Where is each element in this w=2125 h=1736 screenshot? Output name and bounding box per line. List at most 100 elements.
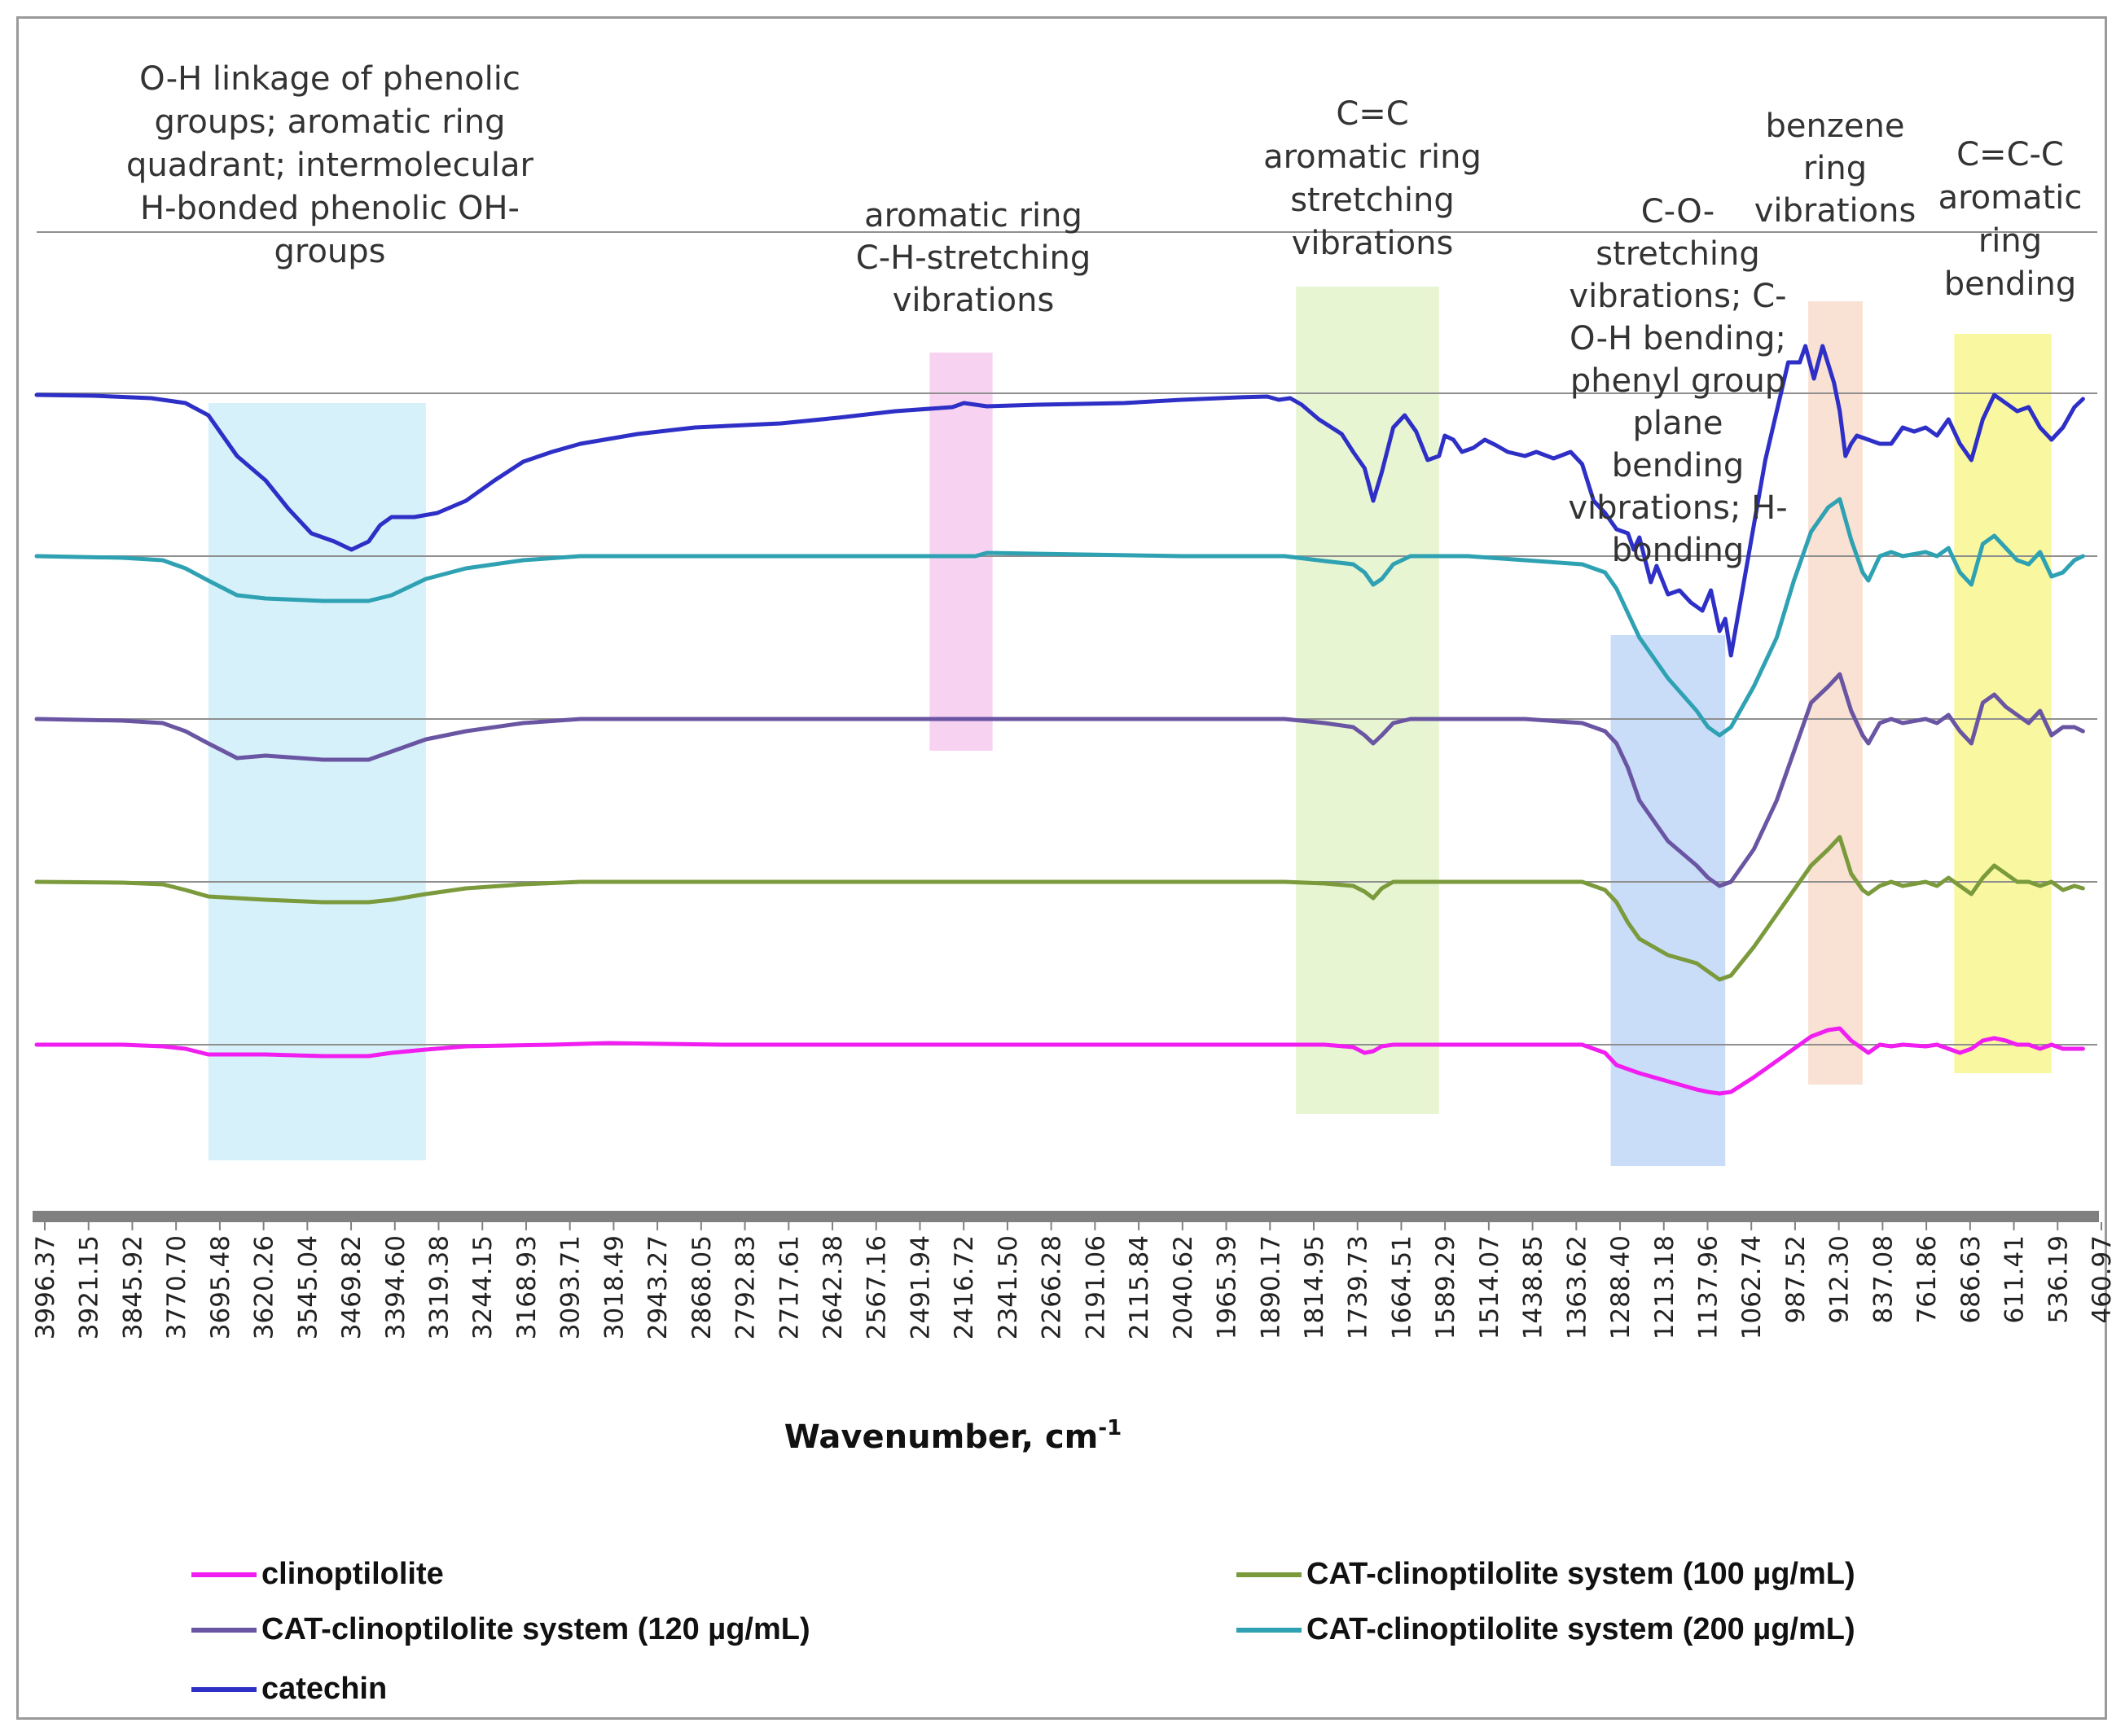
x-tick-label-22: 2341.50 — [994, 1235, 1023, 1339]
x-tick-label-7: 3469.82 — [337, 1235, 367, 1339]
region-label-ch-line-0: aromatic ring — [864, 197, 1082, 235]
region-band-benz — [1808, 301, 1863, 1085]
legend-swatch-catechin — [191, 1686, 257, 1692]
x-tick-label-17: 2717.61 — [775, 1235, 804, 1339]
series-line-cat-clinoptilolite-system-120-g-ml — [34, 672, 2085, 888]
x-tick-label-2: 3845.92 — [118, 1235, 147, 1339]
x-tick-label-35: 1363.62 — [1562, 1235, 1592, 1339]
legend-label-cat-100: CAT-clinoptilolite system (100 µg/mL) — [1306, 1557, 1855, 1591]
x-tick-label-4: 3695.48 — [206, 1235, 235, 1339]
x-tick-label-18: 2642.38 — [819, 1235, 848, 1339]
x-tick-label-27: 1965.39 — [1213, 1235, 1242, 1339]
x-tick-label-23: 2266.28 — [1038, 1235, 1067, 1339]
x-tick-label-8: 3394.60 — [381, 1235, 411, 1339]
region-label-co-line-5: plane — [1633, 405, 1723, 442]
x-axis-title-superscript: -1 — [1098, 1416, 1122, 1440]
x-tick-label-42: 837.08 — [1868, 1235, 1898, 1323]
region-label-ch-line-2: vibrations — [893, 282, 1055, 319]
x-tick-label-16: 2792.83 — [731, 1235, 761, 1339]
legend-item-catechin: catechin — [191, 1672, 387, 1707]
x-tick-label-5: 3620.26 — [250, 1235, 279, 1339]
x-tick-label-11: 3168.93 — [512, 1235, 542, 1339]
x-axis-title: Wavenumber, cm-1 — [784, 1416, 1122, 1456]
region-label-ch-line-1: C-H-stretching — [856, 239, 1091, 277]
series-line-clinoptilolite — [34, 1026, 2085, 1096]
region-label-cc-line-3: vibrations — [1292, 225, 1454, 262]
region-label-co-line-3: O-H bending; — [1570, 320, 1786, 357]
region-label-cc-line-0: C=C — [1336, 95, 1408, 133]
x-tick-label-47: 460.97 — [2088, 1235, 2117, 1323]
region-label-oh-line-4: groups — [274, 233, 385, 270]
region-label-cc-line-2: stretching — [1290, 182, 1455, 219]
x-tick-label-32: 1589.29 — [1431, 1235, 1460, 1339]
x-tick-label-39: 1062.74 — [1737, 1235, 1767, 1339]
region-label-co-line-0: C-O- — [1641, 193, 1715, 230]
region-label-benz-line-2: vibrations — [1754, 192, 1916, 230]
legend-item-cat-120: CAT-clinoptilolite system (120 µg/mL) — [191, 1612, 810, 1647]
region-label-benz-line-1: ring — [1803, 150, 1867, 187]
legend-label-clinoptilolite: clinoptilolite — [261, 1557, 444, 1591]
legend-label-cat-120: CAT-clinoptilolite system (120 µg/mL) — [261, 1612, 810, 1646]
legend-label-catechin: catechin — [261, 1672, 388, 1706]
x-tick-label-41: 912.30 — [1825, 1235, 1855, 1323]
x-tick-label-12: 3093.71 — [556, 1235, 586, 1339]
region-label-ccc-line-2: ring — [1978, 222, 2042, 260]
region-label-co-line-4: phenyl group — [1570, 362, 1785, 400]
x-tick-label-24: 2191.06 — [1081, 1235, 1110, 1339]
x-tick-label-19: 2567.16 — [863, 1235, 892, 1339]
legend-item-cat-200: CAT-clinoptilolite system (200 µg/mL) — [1236, 1612, 1855, 1647]
x-tick-label-6: 3545.04 — [293, 1235, 323, 1339]
x-tick-label-20: 2491.94 — [907, 1235, 936, 1339]
x-tick-label-0: 3996.37 — [31, 1235, 60, 1339]
x-tick-label-13: 3018.49 — [599, 1235, 629, 1339]
x-tick-label-3: 3770.70 — [162, 1235, 191, 1339]
region-label-co-line-6: bending — [1612, 447, 1745, 484]
x-tick-label-38: 1137.96 — [1694, 1235, 1723, 1339]
region-label-co-line-7: vibrations; H- — [1568, 489, 1787, 527]
region-label-oh-line-3: H-bonded phenolic OH- — [140, 190, 520, 227]
x-tick-label-33: 1514.07 — [1475, 1235, 1504, 1339]
region-label-ccc-line-1: aromatic — [1938, 179, 2083, 217]
series-line-cat-clinoptilolite-system-100-g-ml — [34, 835, 2085, 982]
x-tick-label-36: 1288.40 — [1606, 1235, 1635, 1339]
x-tick-label-46: 536.19 — [2044, 1235, 2073, 1323]
region-label-ccc-line-0: C=C-C — [1956, 136, 2064, 173]
x-tick-label-14: 2943.27 — [643, 1235, 673, 1339]
series-line-catechin — [34, 344, 2085, 658]
region-band-ch — [929, 353, 993, 751]
region-label-co-line-1: stretching — [1596, 235, 1760, 273]
x-tick-label-45: 611.41 — [2000, 1235, 2030, 1323]
x-axis-title-main: Wavenumber, cm — [784, 1418, 1099, 1456]
x-tick-label-9: 3319.38 — [425, 1235, 454, 1339]
region-band-co — [1610, 635, 1726, 1166]
region-label-cc-line-1: aromatic ring — [1263, 138, 1482, 176]
x-tick-label-37: 1213.18 — [1650, 1235, 1679, 1339]
legend-swatch-cat-120 — [191, 1627, 257, 1633]
region-band-oh — [208, 403, 426, 1160]
region-label-co-line-8: bonding — [1612, 532, 1744, 569]
x-tick-label-26: 2040.62 — [1169, 1235, 1198, 1339]
x-tick-label-44: 686.63 — [1956, 1235, 1986, 1323]
x-tick-label-25: 2115.84 — [1125, 1235, 1154, 1339]
series-line-cat-clinoptilolite-system-200-g-ml — [34, 497, 2085, 738]
region-label-oh-line-1: groups; aromatic ring — [154, 103, 505, 141]
region-band-cc — [1296, 287, 1439, 1114]
x-tick-label-34: 1438.85 — [1519, 1235, 1548, 1339]
legend-label-cat-200: CAT-clinoptilolite system (200 µg/mL) — [1306, 1612, 1855, 1646]
x-tick-label-15: 2868.05 — [687, 1235, 717, 1339]
legend-item-clinoptilolite: clinoptilolite — [191, 1557, 444, 1592]
x-tick-label-29: 1814.95 — [1300, 1235, 1329, 1339]
region-label-co-line-2: vibrations; C- — [1569, 278, 1786, 315]
x-tick-label-10: 3244.15 — [468, 1235, 498, 1339]
x-tick-label-1: 3921.15 — [75, 1235, 104, 1339]
legend-item-cat-100: CAT-clinoptilolite system (100 µg/mL) — [1236, 1557, 1855, 1592]
region-label-ccc-line-3: bending — [1944, 265, 2077, 303]
x-tick-label-28: 1890.17 — [1256, 1235, 1285, 1339]
x-axis-line — [33, 1211, 2099, 1222]
legend-swatch-cat-100 — [1236, 1572, 1302, 1577]
x-tick-label-21: 2416.72 — [950, 1235, 979, 1339]
legend-swatch-cat-200 — [1236, 1627, 1302, 1633]
x-tick-label-40: 987.52 — [1781, 1235, 1811, 1323]
region-label-benz-line-0: benzene — [1766, 107, 1905, 145]
